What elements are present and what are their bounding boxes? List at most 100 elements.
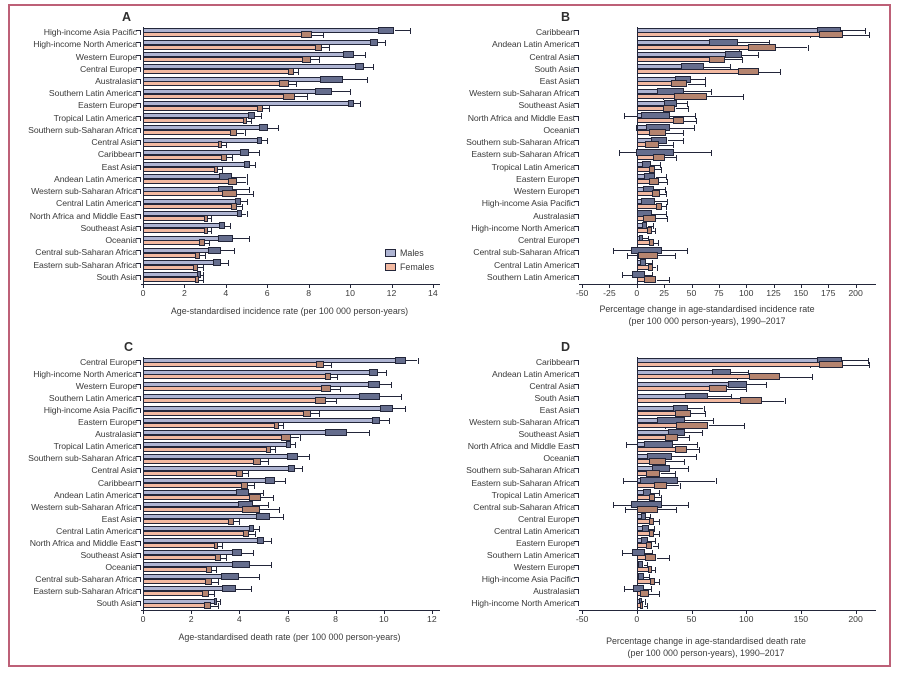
whisker-cap: [268, 502, 270, 509]
whisker-line: [294, 96, 307, 97]
female-uncertainty-box: [204, 602, 211, 610]
female-bar: [636, 374, 758, 380]
whisker-line: [666, 461, 684, 463]
whisker-cap: [248, 186, 250, 193]
whisker-cap: [252, 191, 254, 198]
whisker-cap: [340, 386, 342, 393]
y-tick: [136, 42, 141, 48]
female-bar: [143, 482, 243, 488]
region-label: High-income North America: [471, 222, 575, 233]
region-label: Australasia: [95, 76, 137, 86]
female-bar: [143, 252, 197, 258]
female-uncertainty-box: [638, 251, 658, 259]
whisker-cap: [655, 538, 657, 545]
x-tick: [239, 610, 241, 614]
whisker-line: [380, 420, 389, 422]
whisker-line: [661, 250, 688, 252]
whisker-line: [322, 47, 330, 48]
x-tick-label: 6: [264, 288, 270, 298]
region-label: Western sub-Saharan Africa: [31, 186, 137, 197]
whisker-cap: [369, 429, 371, 436]
whisker-line: [678, 480, 716, 482]
whisker-line: [612, 504, 632, 506]
whisker-cap: [385, 39, 387, 46]
female-uncertainty-box: [652, 190, 660, 198]
region-label: High-income Asia Pacific: [43, 27, 137, 37]
whisker-cap: [699, 446, 701, 453]
region-label: Western sub-Saharan Africa: [469, 417, 575, 428]
female-uncertainty-box: [649, 239, 654, 247]
whisker-cap: [254, 162, 256, 169]
whisker-cap: [364, 52, 366, 58]
whisker-line: [233, 189, 249, 191]
female-uncertainty-box: [231, 202, 237, 210]
whisker-cap: [687, 100, 689, 107]
whisker-cap: [659, 162, 661, 169]
whisker-cap: [652, 550, 654, 557]
whisker-cap: [619, 149, 621, 156]
female-uncertainty-box: [227, 517, 234, 525]
whisker-cap: [668, 555, 670, 562]
whisker-line: [651, 492, 659, 494]
x-axis-line: [141, 610, 440, 611]
whisker-line: [622, 480, 640, 482]
whisker-cap: [656, 264, 658, 271]
y-tick: [136, 225, 141, 231]
x-tick-label: 75: [713, 288, 724, 298]
region-label: Eastern sub-Saharan Africa: [471, 477, 575, 488]
whisker-line: [262, 140, 268, 142]
whisker-cap: [675, 252, 677, 259]
male-uncertainty-box: [244, 161, 250, 169]
male-uncertainty-box: [652, 464, 671, 472]
male-uncertainty-box: [239, 148, 250, 156]
x-tick: [335, 610, 337, 614]
whisker-cap: [688, 502, 690, 509]
x-tick: [800, 610, 802, 614]
region-label: North Africa and Middle East: [467, 441, 575, 452]
whisker-cap: [251, 586, 253, 593]
whisker-line: [644, 576, 649, 578]
region-label: Eastern Europe: [78, 417, 137, 428]
y-tick: [574, 201, 579, 207]
female-bar: [636, 69, 743, 74]
whisker-line: [198, 267, 203, 269]
region-label: Central Europe: [79, 63, 137, 74]
whisker-cap: [410, 27, 412, 34]
whisker-line: [652, 267, 657, 269]
whisker-cap: [647, 235, 649, 242]
female-uncertainty-box: [673, 92, 707, 100]
whisker-line: [741, 54, 759, 56]
whisker-line: [263, 108, 270, 110]
whisker-cap: [246, 174, 248, 181]
whisker-line: [278, 425, 283, 426]
whisker-cap: [713, 417, 715, 424]
x-tick: [287, 610, 289, 614]
region-label: Southeast Asia: [518, 100, 575, 111]
whisker-line: [218, 545, 223, 547]
whisker-cap: [261, 113, 262, 120]
whisker-cap: [668, 277, 670, 284]
whisker-cap: [660, 494, 662, 501]
whisker-cap: [667, 198, 669, 205]
whisker-line: [641, 601, 645, 602]
y-tick: [574, 250, 579, 256]
whisker-cap: [704, 410, 706, 417]
whisker-line: [249, 533, 255, 535]
x-tick-label: -25: [603, 288, 616, 298]
female-uncertainty-box: [320, 385, 331, 393]
x-tick-label: 25: [659, 288, 669, 298]
whisker-cap: [807, 44, 809, 51]
whisker-line: [672, 444, 697, 446]
whisker-line: [653, 189, 666, 191]
whisker-cap: [622, 478, 624, 484]
whisker-line: [670, 468, 689, 470]
y-tick: [136, 420, 141, 426]
female-uncertainty-box: [648, 517, 655, 525]
whisker-line: [655, 176, 667, 178]
y-tick: [136, 250, 141, 256]
whisker-line: [217, 601, 220, 602]
x-tick-label: 175: [820, 288, 836, 298]
x-tick: [432, 284, 434, 288]
y-tick: [574, 552, 579, 558]
whisker-line: [652, 569, 656, 571]
